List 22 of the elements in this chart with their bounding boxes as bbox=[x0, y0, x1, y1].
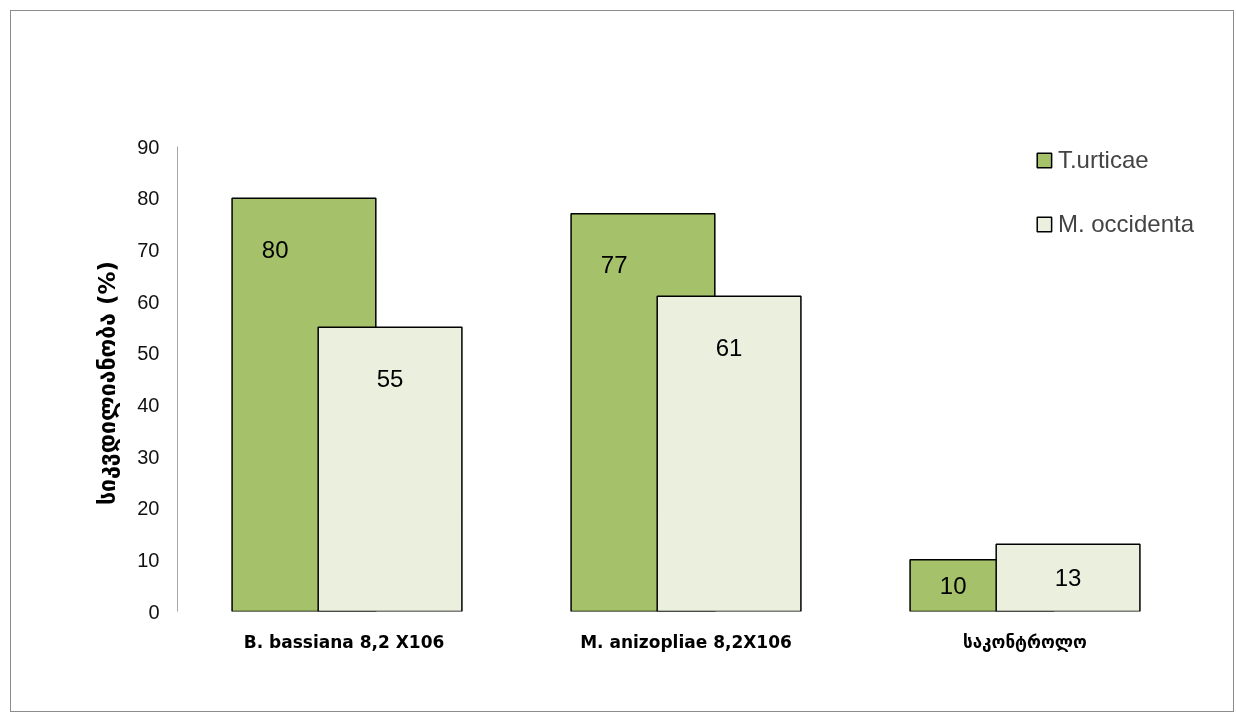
y-tick-label: 30 bbox=[137, 445, 160, 468]
y-axis-title: სიკვდილიანობა (%) bbox=[94, 261, 121, 505]
x-tick-label: B. bassiana 8,2 X106 bbox=[243, 631, 445, 652]
y-tick-label: 20 bbox=[137, 497, 160, 520]
y-tick-label: 80 bbox=[137, 187, 160, 210]
data-label: 80 bbox=[261, 235, 289, 263]
y-tick-label: 90 bbox=[137, 135, 160, 158]
y-tick-label: 50 bbox=[137, 342, 160, 365]
data-label: 10 bbox=[939, 572, 967, 600]
y-tick-label: 40 bbox=[137, 393, 160, 416]
y-tick-label: 10 bbox=[137, 548, 160, 571]
data-label: 55 bbox=[376, 364, 404, 392]
data-label: 77 bbox=[600, 251, 628, 279]
data-label: 61 bbox=[715, 333, 743, 361]
x-tick-label: საკონტროლო bbox=[963, 631, 1088, 652]
legend-label: T.urticae bbox=[1057, 146, 1149, 174]
legend-label: M. occidenta bbox=[1057, 210, 1194, 238]
x-tick-label: M. anizopliae 8,2X106 bbox=[580, 631, 792, 652]
y-tick-label: 60 bbox=[137, 290, 160, 313]
y-tick-label: 70 bbox=[137, 238, 160, 261]
data-label: 13 bbox=[1054, 564, 1082, 592]
y-tick-label: 0 bbox=[148, 600, 160, 623]
